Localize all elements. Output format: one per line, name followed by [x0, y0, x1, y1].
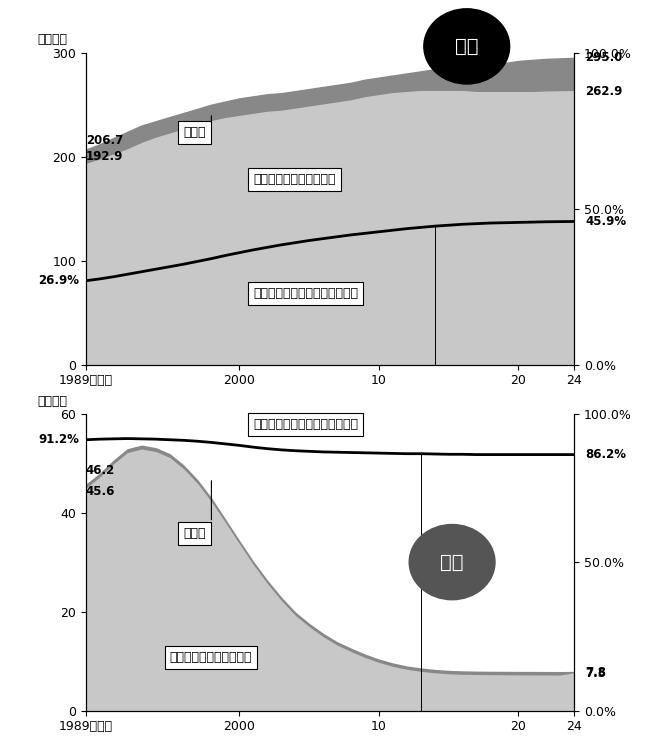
Text: 短大: 短大	[440, 553, 464, 572]
Text: 学生数のうち学科学生数: 学生数のうち学科学生数	[170, 651, 252, 664]
Text: 262.9: 262.9	[585, 85, 623, 98]
Text: 295.0: 295.0	[585, 51, 623, 65]
Text: 46.2: 46.2	[86, 464, 115, 477]
Text: 192.9: 192.9	[86, 150, 123, 163]
Text: 学部生の女子占有率（右目盛）: 学部生の女子占有率（右目盛）	[253, 287, 358, 300]
Text: 学生数: 学生数	[183, 527, 206, 541]
Text: 45.6: 45.6	[86, 485, 115, 498]
Text: 91.2%: 91.2%	[38, 433, 79, 446]
Text: 206.7: 206.7	[86, 135, 123, 147]
Text: 7.8: 7.8	[585, 666, 607, 678]
Text: 45.9%: 45.9%	[585, 215, 626, 228]
Text: （万人）: （万人）	[37, 33, 67, 47]
Text: （万人）: （万人）	[37, 395, 67, 408]
Text: 7.5: 7.5	[585, 667, 607, 680]
Text: 大学: 大学	[455, 37, 478, 56]
Text: 学科生の女子占有率（右目盛）: 学科生の女子占有率（右目盛）	[253, 418, 358, 432]
Text: 学生数: 学生数	[183, 126, 206, 139]
Text: 学生数のうち学部学生数: 学生数のうち学部学生数	[253, 173, 336, 186]
Text: 86.2%: 86.2%	[585, 448, 626, 461]
Text: 26.9%: 26.9%	[38, 274, 79, 287]
